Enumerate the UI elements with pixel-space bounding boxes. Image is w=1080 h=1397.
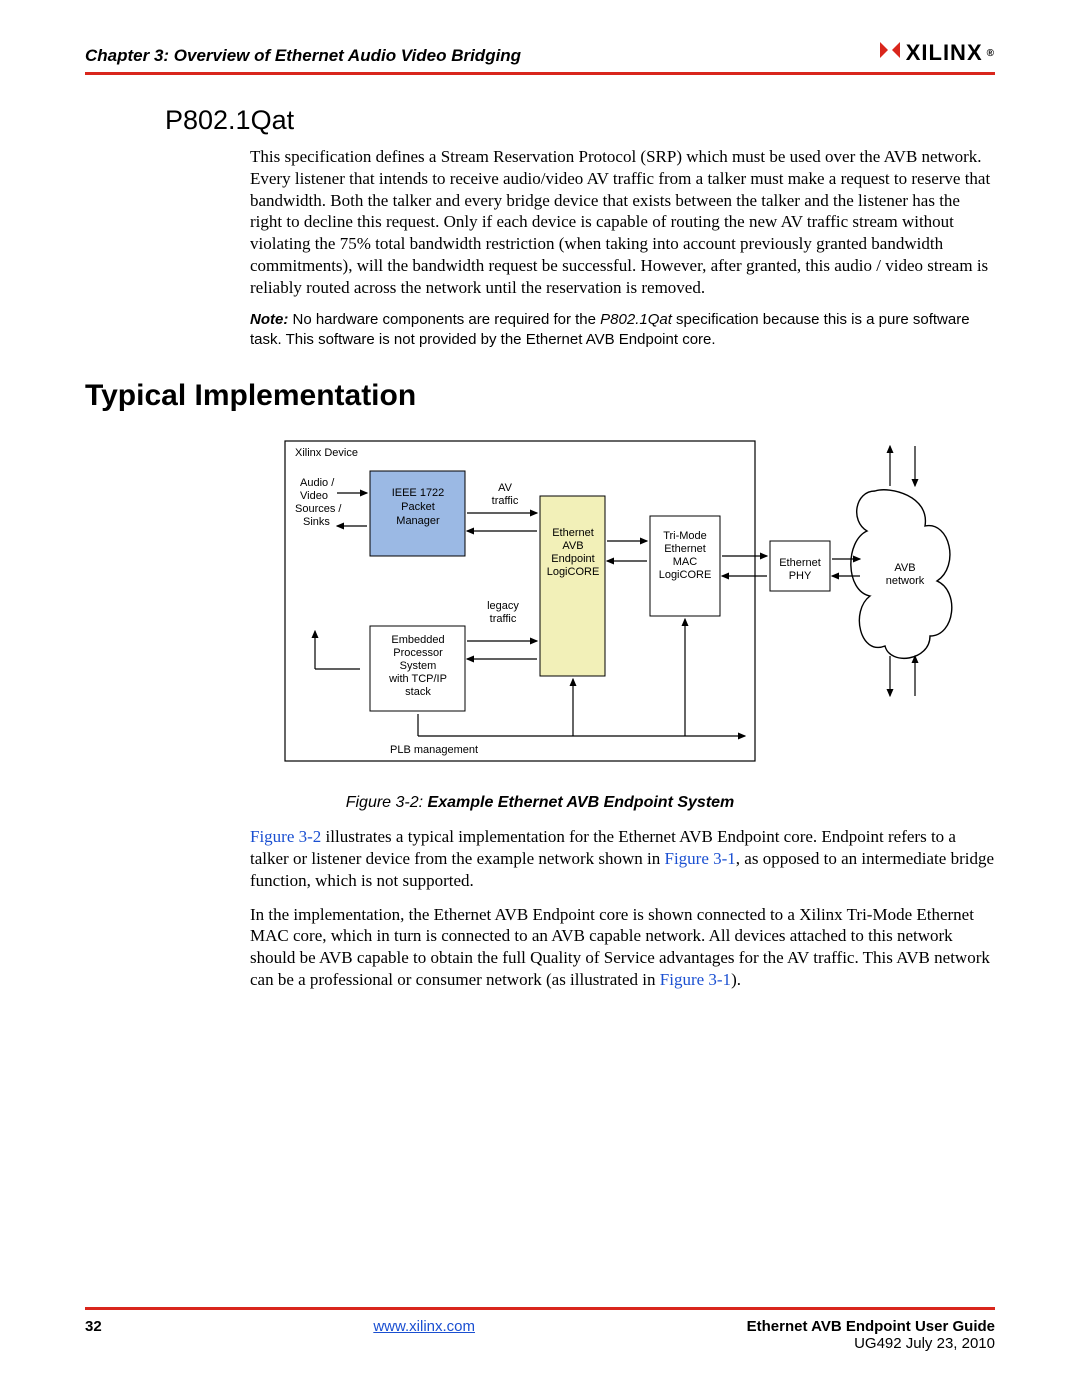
label-net-1: network (886, 575, 925, 587)
label-ep-2: Endpoint (551, 553, 594, 565)
label-mac-0: Tri-Mode (663, 530, 707, 542)
label-mac-1: Ethernet (664, 543, 706, 555)
label-src-2: Sources / (295, 503, 342, 515)
chapter-title: Chapter 3: Overview of Ethernet Audio Vi… (85, 46, 521, 66)
note-text-1: No hardware components are required for … (288, 311, 600, 328)
page-header: Chapter 3: Overview of Ethernet Audio Vi… (85, 40, 995, 75)
figure-caption: Figure 3-2: Example Ethernet AVB Endpoin… (85, 794, 995, 812)
label-phy-1: PHY (789, 570, 812, 582)
note: Note: No hardware components are require… (250, 310, 995, 349)
label-src-3: Sinks (303, 516, 330, 528)
caption-prefix: Figure 3-2: (346, 794, 423, 811)
diagram: Xilinx Device Audio / Video Sources / Si… (275, 431, 995, 786)
logo-mark-icon (878, 40, 902, 66)
page-footer: 32 www.xilinx.com Ethernet AVB Endpoint … (85, 1307, 995, 1352)
label-proc-3: with TCP/IP (388, 673, 447, 685)
footer-url-link[interactable]: www.xilinx.com (373, 1318, 475, 1335)
label-src-0: Audio / (300, 477, 335, 489)
link-fig-3-1a[interactable]: Figure 3-1 (664, 849, 735, 868)
label-phy-0: Ethernet (779, 557, 821, 569)
para3a: In the implementation, the Ethernet AVB … (250, 905, 990, 989)
footer-guide: Ethernet AVB Endpoint User Guide (747, 1318, 995, 1335)
link-fig-3-1b[interactable]: Figure 3-1 (660, 970, 731, 989)
label-src-1: Video (300, 490, 328, 502)
label-proc-4: stack (405, 686, 431, 698)
label-av-1: traffic (492, 495, 519, 507)
note-label: Note: (250, 311, 288, 328)
footer-right: Ethernet AVB Endpoint User Guide UG492 J… (747, 1318, 995, 1352)
note-italic: P802.1Qat (600, 311, 672, 328)
logo-text: XILINX (906, 40, 983, 66)
label-av-0: AV (498, 482, 513, 494)
para-fig-desc: Figure 3-2 illustrates a typical impleme… (250, 826, 995, 891)
label-net-0: AVB (894, 562, 915, 574)
label-ieee-2: Manager (396, 515, 440, 527)
label-proc-2: System (400, 660, 437, 672)
para-srp: This specification defines a Stream Rese… (250, 146, 995, 298)
label-ep-3: LogiCORE (547, 566, 600, 578)
label-mac-3: LogiCORE (659, 569, 712, 581)
label-proc-0: Embedded (391, 634, 444, 646)
xilinx-logo: XILINX ® (878, 40, 995, 66)
label-ep-0: Ethernet (552, 527, 594, 539)
label-leg-0: legacy (487, 600, 519, 612)
link-fig-3-2[interactable]: Figure 3-2 (250, 827, 321, 846)
para-impl-desc: In the implementation, the Ethernet AVB … (250, 904, 995, 991)
subsection-heading: P802.1Qat (165, 105, 995, 136)
page-number: 32 (85, 1318, 102, 1352)
label-plb: PLB management (390, 744, 478, 756)
label-device: Xilinx Device (295, 447, 358, 459)
para3b: ). (731, 970, 741, 989)
logo-dot: ® (987, 48, 995, 59)
label-mac-2: MAC (673, 556, 698, 568)
label-ieee-0: IEEE 1722 (392, 487, 445, 499)
label-ieee-1: Packet (401, 501, 435, 513)
caption-title: Example Ethernet AVB Endpoint System (423, 794, 734, 811)
label-proc-1: Processor (393, 647, 443, 659)
footer-doc: UG492 July 23, 2010 (747, 1335, 995, 1352)
section-heading: Typical Implementation (85, 379, 995, 413)
footer-url: www.xilinx.com (102, 1318, 747, 1352)
label-leg-1: traffic (490, 613, 517, 625)
label-ep-1: AVB (562, 540, 583, 552)
